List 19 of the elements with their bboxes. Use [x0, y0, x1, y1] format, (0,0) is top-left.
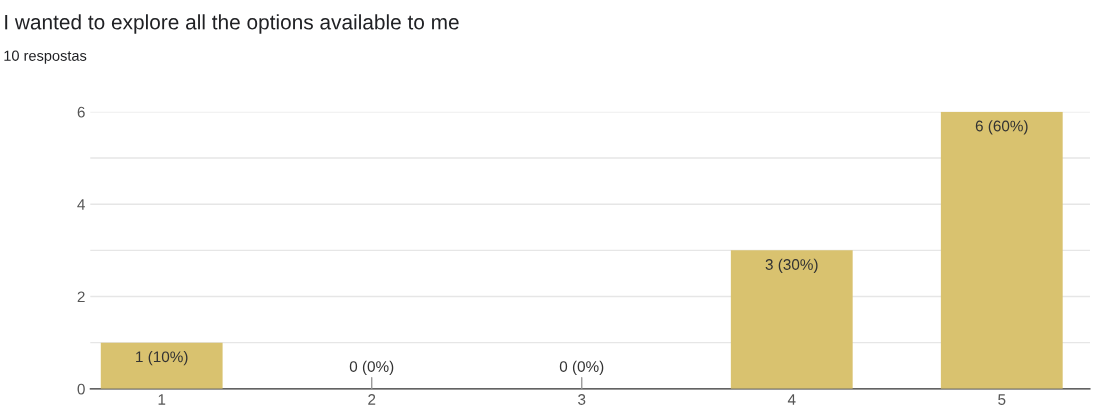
y-tick-label: 0: [77, 383, 85, 395]
x-tick-label: 3: [578, 394, 586, 405]
data-label: 0 (0%): [349, 360, 394, 375]
y-tick-label: 2: [77, 291, 85, 303]
bar: [730, 250, 853, 389]
chart-subtitle: 10 respostas: [4, 50, 87, 64]
x-tick-label: 2: [368, 394, 376, 405]
data-label: 3 (30%): [765, 258, 818, 273]
bar: [100, 342, 223, 389]
data-label: 6 (60%): [975, 120, 1028, 135]
data-label: 1 (10%): [136, 350, 188, 366]
bar: [940, 111, 1063, 389]
x-tick-label: 1: [158, 394, 166, 405]
x-tick-label: 5: [998, 394, 1006, 405]
y-tick-label: 4: [77, 199, 85, 210]
chart-title: I wanted to explore all the options available to me: [5, 14, 459, 34]
y-tick-label: 6: [77, 106, 85, 118]
data-label: 0 (0%): [559, 360, 604, 375]
x-tick-label: 4: [787, 394, 796, 405]
